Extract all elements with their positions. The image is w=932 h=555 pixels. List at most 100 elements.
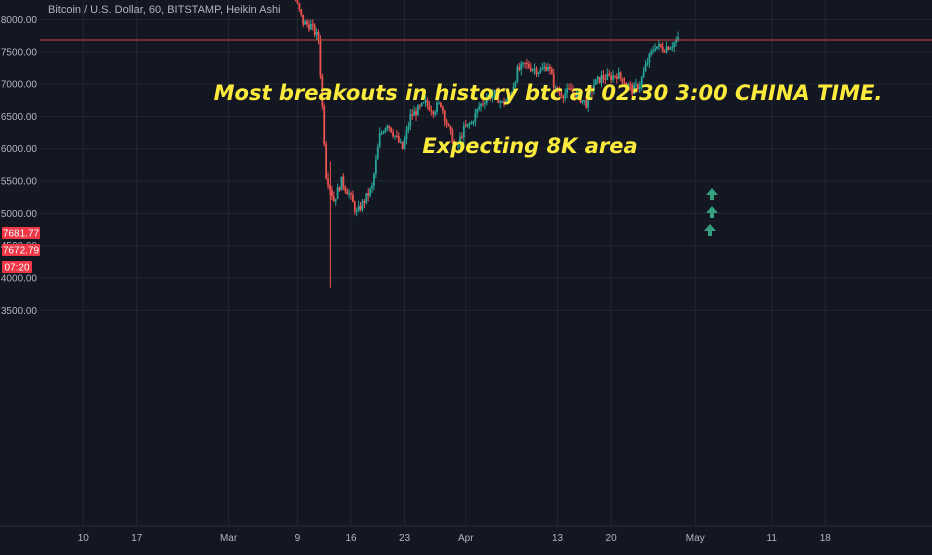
candle-body	[297, 0, 299, 3]
candle-body	[385, 128, 387, 132]
candle-body	[341, 177, 343, 191]
candle-body	[616, 76, 618, 78]
x-tick-label: May	[686, 533, 705, 544]
candle-body	[404, 139, 406, 148]
candle-body	[547, 67, 549, 71]
candle-body	[392, 132, 394, 136]
candle-body	[669, 48, 671, 50]
candle-body	[386, 126, 388, 129]
candle-body	[473, 122, 475, 123]
candle-body	[381, 133, 383, 134]
candle-body	[476, 109, 478, 113]
candle-body	[354, 202, 356, 212]
candle-body	[648, 54, 650, 63]
candle-body	[434, 112, 436, 115]
candle-body	[522, 63, 524, 64]
candle-body	[342, 177, 344, 187]
y-tick-label: 6000.00	[1, 144, 38, 155]
countdown-tag: 07:20	[2, 261, 32, 274]
price-tag-1: 7681.77	[2, 227, 40, 240]
x-tick-label: 20	[606, 533, 618, 544]
candle-body	[371, 186, 373, 189]
candle-body	[606, 74, 608, 80]
y-tick-label: 6500.00	[1, 112, 38, 123]
candle-body	[444, 111, 446, 121]
candle-body	[323, 106, 325, 144]
candle-body	[446, 121, 448, 124]
candle-body	[398, 136, 400, 142]
candle-body	[526, 63, 528, 64]
candle-body	[320, 40, 322, 76]
candle-body	[314, 25, 316, 35]
candle-body	[406, 130, 408, 139]
candle-body	[337, 187, 339, 198]
candle-body	[300, 9, 302, 14]
candle-body	[465, 125, 467, 126]
candle-body	[335, 199, 337, 201]
candle-body	[469, 124, 471, 125]
y-tick-label: 7500.00	[1, 47, 38, 58]
candle-body	[673, 43, 675, 47]
candle-body	[346, 191, 348, 194]
candle-body	[379, 133, 381, 147]
symbol-title[interactable]: Bitcoin / U.S. Dollar, 60, BITSTAMP, Hei…	[48, 4, 281, 16]
candle-body	[664, 51, 666, 52]
candle-body	[660, 44, 662, 47]
candle-body	[312, 24, 314, 25]
candle-body	[610, 75, 612, 80]
candle-body	[308, 24, 310, 29]
candle-body	[524, 63, 526, 64]
candle-body	[350, 193, 352, 194]
candle-body	[516, 67, 518, 82]
candle-body	[448, 124, 450, 126]
candle-body	[331, 190, 333, 197]
candle-body	[430, 110, 432, 111]
candle-body	[442, 107, 444, 111]
candle-body	[363, 201, 365, 203]
candle-body	[668, 47, 670, 50]
price-tag-2: 7672.79	[2, 244, 40, 257]
candle-body	[520, 64, 522, 70]
candle-body	[413, 111, 415, 115]
candle-body	[367, 193, 369, 196]
candle-body	[658, 44, 660, 46]
candle-body	[612, 76, 614, 80]
candle-body	[396, 136, 398, 137]
candle-body	[339, 187, 341, 190]
candle-body	[415, 111, 417, 115]
candle-body	[471, 122, 473, 124]
y-tick-label: 3500.00	[1, 306, 38, 317]
x-tick-label: Apr	[458, 533, 474, 544]
x-tick-label: Mar	[220, 533, 238, 544]
candle-body	[666, 47, 668, 52]
candle-body	[450, 126, 452, 130]
candle-body	[377, 147, 379, 159]
candle-body	[400, 142, 402, 143]
candle-body	[394, 136, 396, 137]
candle-body	[518, 67, 520, 70]
candle-body	[551, 69, 553, 74]
price-tag-2-label: 7672.79	[3, 246, 40, 257]
candle-body	[541, 68, 543, 70]
candle-body	[675, 41, 677, 43]
candle-body	[671, 47, 673, 48]
candle-body	[608, 74, 610, 76]
candle-body	[538, 73, 540, 74]
candle-body	[407, 126, 409, 130]
candle-body	[365, 193, 367, 203]
candle-body	[650, 51, 652, 54]
candle-body	[474, 113, 476, 122]
candle-body	[373, 174, 375, 186]
candle-body	[316, 32, 318, 35]
candle-body	[530, 68, 532, 71]
x-tick-label: 13	[552, 533, 564, 544]
candle-body	[298, 3, 300, 9]
candle-body	[645, 65, 647, 72]
candle-body	[304, 21, 306, 24]
x-tick-label: 11	[767, 533, 778, 544]
candle-body	[356, 211, 358, 212]
candle-body	[654, 49, 656, 51]
candle-body	[302, 15, 304, 25]
candle-body	[362, 201, 364, 210]
